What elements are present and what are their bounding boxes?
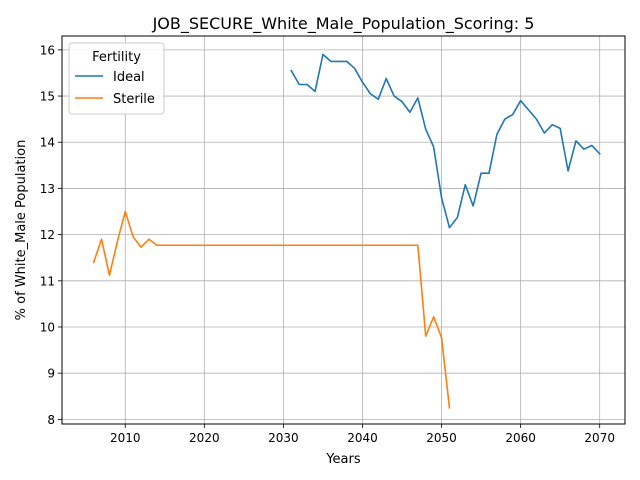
y-tick-label: 14 xyxy=(40,136,55,150)
legend-box xyxy=(68,42,165,115)
series-layer xyxy=(92,53,601,409)
x-tick-label: 2040 xyxy=(347,431,378,445)
x-tick-label: 2060 xyxy=(505,431,536,445)
y-tick-label: 11 xyxy=(40,274,55,288)
y-tick-label: 10 xyxy=(40,321,55,335)
legend: Fertility Ideal Sterile xyxy=(68,42,165,115)
axis-ticks: 2010 2020 2030 2040 2050 2060 2070 8 9 10 11 12 13 14… xyxy=(40,43,615,445)
y-tick-label: 9 xyxy=(47,367,55,381)
plot-area-frame xyxy=(61,35,626,425)
y-tick-label: 13 xyxy=(40,182,55,196)
legend-title: Fertility xyxy=(92,50,141,65)
x-tick-label: 2030 xyxy=(268,431,299,445)
series-line-ideal xyxy=(290,53,601,229)
y-tick-label: 12 xyxy=(40,228,55,242)
x-tick-label: 2020 xyxy=(189,431,220,445)
y-axis-label: % of White_Male Population xyxy=(14,140,29,321)
legend-label-sterile: Sterile xyxy=(113,92,155,107)
y-tick-label: 16 xyxy=(40,43,55,57)
legend-label-ideal: Ideal xyxy=(113,70,145,85)
x-axis-label: Years xyxy=(325,452,361,467)
x-tick-label: 2050 xyxy=(426,431,457,445)
x-tick-label: 2070 xyxy=(584,431,615,445)
y-tick-label: 15 xyxy=(40,90,55,104)
y-tick-label: 8 xyxy=(47,413,55,427)
chart-title: JOB_SECURE_White_Male_Population_Scoring… xyxy=(152,14,535,34)
x-tick-label: 2010 xyxy=(110,431,141,445)
series-line-sterile xyxy=(92,210,451,409)
